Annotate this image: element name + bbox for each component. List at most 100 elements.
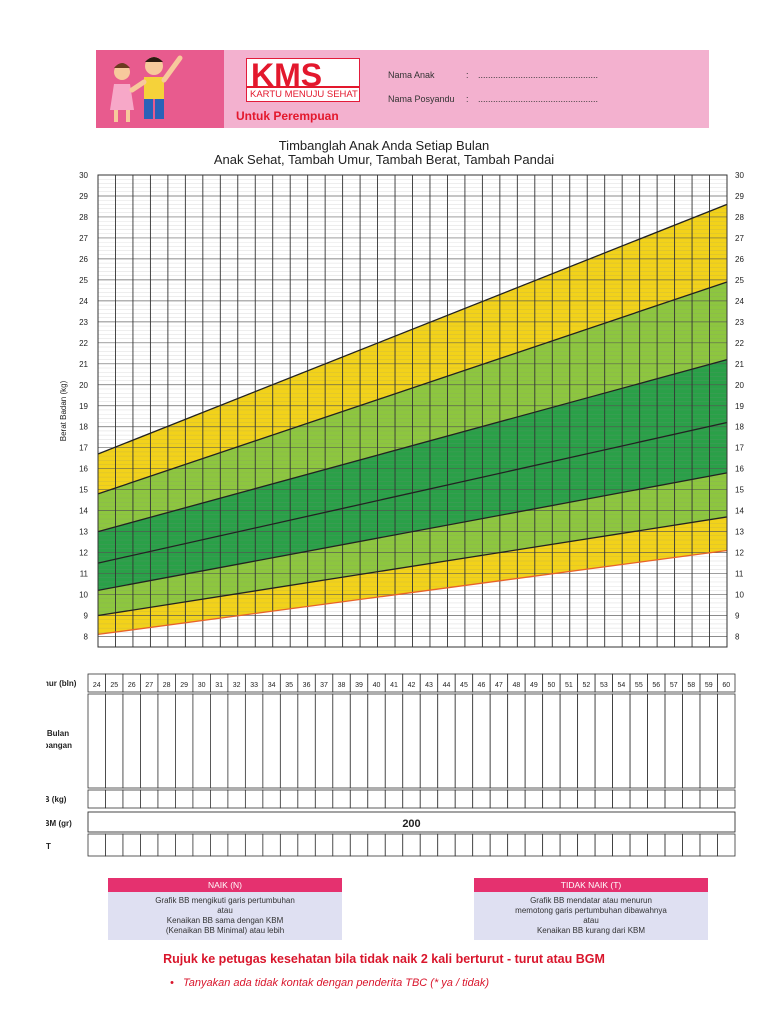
growth-curve — [97, 281, 728, 495]
table-cell — [210, 833, 229, 857]
legend-naik: NAIK (N) Grafik BB mengikuti garis pertu… — [108, 878, 342, 940]
table-cell — [279, 693, 299, 789]
growth-chart: 8 8 9 9 10 10 11 11 12 12 13 13 14 14 15 15 16 16 17 17 18 18… — [59, 171, 744, 648]
table-cell — [384, 789, 404, 809]
tbc-question: • Tanyakan ada tidak kontak dengan pende… — [170, 977, 489, 989]
field-nama-posyandu[interactable]: Nama Posyandu:..........................… — [388, 94, 599, 104]
y-tick-label-left: 11 — [80, 570, 89, 579]
table-cell — [314, 693, 334, 789]
y-tick-label-right: 23 — [735, 318, 744, 327]
y-tick-label-right: 10 — [735, 591, 744, 600]
umur-cell-label: 24 — [93, 682, 101, 689]
y-tick-label-right: 22 — [735, 339, 744, 348]
legend-tidak-naik-title: TIDAK NAIK (T) — [474, 878, 708, 892]
y-tick-label-right: 26 — [735, 255, 744, 264]
y-tick-label-right: 8 — [735, 633, 740, 642]
table-cell — [629, 789, 648, 809]
umur-cell-label: 55 — [635, 682, 643, 689]
table-cell — [717, 789, 736, 809]
row-label-kbm: KBM (gr) — [46, 819, 72, 828]
table-cell — [367, 789, 386, 809]
umur-cell-label: 38 — [338, 682, 346, 689]
chart-title-line2: Anak Sehat, Tambah Umur, Tambah Berat, T… — [213, 152, 555, 167]
table-cell — [192, 833, 211, 857]
table-cell — [577, 789, 596, 809]
y-tick-label-left: 15 — [79, 486, 88, 495]
umur-cell-label: 60 — [722, 682, 730, 689]
table-cell — [262, 693, 281, 789]
table-cell — [297, 833, 316, 857]
row-label-umur: Umur (bln) — [46, 679, 77, 688]
y-tick-label-left: 23 — [79, 318, 88, 327]
y-tick-label-right: 16 — [735, 465, 744, 474]
table-cell — [524, 789, 544, 809]
field-value: ........................................… — [478, 94, 599, 104]
kbm-value: 200 — [402, 818, 420, 830]
table-cell — [279, 833, 299, 857]
y-tick-label-left: 12 — [79, 549, 88, 558]
table-cell — [402, 833, 421, 857]
table-cell — [489, 833, 509, 857]
growth-curve — [97, 472, 728, 591]
table-cell — [210, 789, 229, 809]
y-tick-label-right: 12 — [735, 549, 744, 558]
table-cell — [244, 789, 264, 809]
table-cell — [647, 693, 666, 789]
umur-cell-label: 51 — [565, 682, 573, 689]
chart-title-line1: Timbanglah Anak Anda Setiap Bulan — [278, 138, 490, 153]
y-tick-label-left: 22 — [79, 339, 88, 348]
table-cell — [437, 833, 456, 857]
table-cell — [454, 789, 474, 809]
y-tick-label-right: 28 — [735, 213, 744, 222]
umur-cell-label: 58 — [687, 682, 695, 689]
field-nama-anak[interactable]: Nama Anak:..............................… — [388, 70, 599, 80]
kms-logo-subtext: KARTU MENUJU SEHAT — [250, 89, 358, 100]
umur-cell-label: 43 — [425, 682, 433, 689]
y-tick-label-right: 17 — [735, 444, 744, 453]
table-cell — [122, 789, 141, 809]
table-cell — [175, 693, 194, 789]
y-tick-label-left: 21 — [79, 360, 88, 369]
table-cell — [140, 789, 159, 809]
umur-cell-label: 34 — [268, 682, 276, 689]
table-cell — [332, 833, 351, 857]
legend-naik-line: atau — [217, 906, 233, 915]
table-cell — [437, 789, 456, 809]
kms-header: KMS KARTU MENUJU SEHAT Untuk Perempuan N… — [96, 50, 709, 128]
legend-naik-line: (Kenaikan BB Minimal) atau lebih — [165, 926, 285, 935]
umur-cell-label: 46 — [478, 682, 486, 689]
legend-tidak-naik-line: memotong garis pertumbuhan dibawahnya — [515, 906, 667, 915]
y-tick-label-left: 19 — [79, 402, 88, 411]
table-cell — [140, 693, 159, 789]
table-cell — [542, 693, 561, 789]
table-cell — [664, 833, 683, 857]
y-tick-label-left: 16 — [79, 465, 88, 474]
table-cell — [367, 833, 386, 857]
table-cell — [612, 833, 631, 857]
table-cell — [717, 673, 736, 693]
table-cell — [542, 833, 561, 857]
table-cell — [227, 789, 246, 809]
table-cell — [647, 833, 666, 857]
table-cell — [507, 789, 526, 809]
referral-note: Rujuk ke petugas kesehatan bila tidak na… — [163, 952, 605, 966]
table-cell — [699, 789, 718, 809]
card-gender-label: Untuk Perempuan — [236, 109, 339, 123]
table-cell — [87, 833, 106, 857]
table-cell — [664, 693, 683, 789]
legend-tidak-naik-line: Grafik BB mendatar atau menurun — [530, 896, 652, 905]
y-tick-label-right: 9 — [735, 612, 740, 621]
table-cell — [332, 789, 351, 809]
table-cell — [682, 789, 701, 809]
table-cell — [594, 833, 613, 857]
table-cell — [297, 789, 316, 809]
table-cell — [472, 693, 491, 789]
y-tick-label-left: 9 — [84, 612, 89, 621]
table-cell — [507, 833, 526, 857]
umur-cell-label: 59 — [705, 682, 713, 689]
table-cell — [349, 693, 369, 789]
legend-naik-line: Kenaikan BB sama dengan KBM — [166, 916, 284, 925]
table-cell — [559, 693, 579, 789]
y-tick-label-right: 13 — [735, 528, 744, 537]
growth-curve — [97, 358, 728, 533]
